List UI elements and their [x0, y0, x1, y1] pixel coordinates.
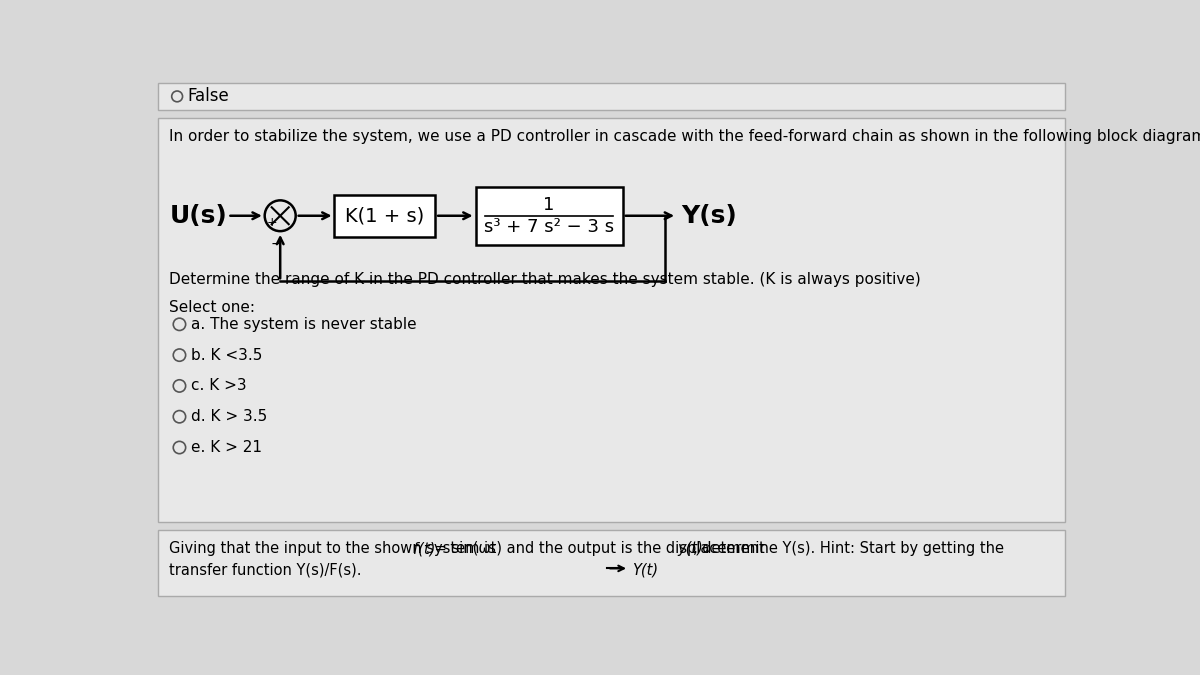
Text: Select one:: Select one:: [169, 300, 256, 315]
Text: Determine the range of K in the PD controller that makes the system stable. (K i: Determine the range of K in the PD contr…: [169, 272, 922, 287]
Circle shape: [173, 349, 186, 361]
Circle shape: [265, 200, 295, 231]
Bar: [157, 83, 1064, 110]
Bar: [157, 530, 1064, 596]
Text: = sin(ωt) and the output is the displacement: = sin(ωt) and the output is the displace…: [430, 541, 769, 556]
Text: Y(t): Y(t): [632, 562, 658, 577]
Text: +: +: [268, 216, 277, 229]
Circle shape: [173, 318, 186, 331]
Text: d. K > 3.5: d. K > 3.5: [191, 409, 268, 424]
Text: Y(s): Y(s): [680, 204, 737, 227]
Text: b. K <3.5: b. K <3.5: [191, 348, 263, 362]
Circle shape: [172, 91, 182, 102]
Text: a. The system is never stable: a. The system is never stable: [191, 317, 416, 332]
Bar: [335, 194, 436, 237]
Text: f(t): f(t): [414, 541, 436, 556]
Text: In order to stabilize the system, we use a PD controller in cascade with the fee: In order to stabilize the system, we use…: [169, 129, 1200, 144]
Circle shape: [173, 441, 186, 454]
Text: c. K >3: c. K >3: [191, 379, 247, 394]
Text: Giving that the input to the shown system is: Giving that the input to the shown syste…: [169, 541, 500, 556]
Bar: [475, 187, 623, 244]
Text: K(1 + s): K(1 + s): [346, 207, 425, 225]
Text: −: −: [270, 236, 282, 250]
Text: False: False: [187, 87, 229, 105]
Circle shape: [173, 410, 186, 423]
Text: e. K > 21: e. K > 21: [191, 440, 262, 455]
Text: , determine Y(s). Hint: Start by getting the: , determine Y(s). Hint: Start by getting…: [694, 541, 1004, 556]
Bar: [157, 118, 1064, 522]
Text: U(s): U(s): [169, 204, 227, 227]
Text: y(t): y(t): [677, 541, 703, 556]
Text: 1: 1: [544, 196, 554, 214]
Circle shape: [173, 380, 186, 392]
Text: transfer function Y(s)/F(s).: transfer function Y(s)/F(s).: [169, 562, 362, 577]
Text: s³ + 7 s² − 3 s: s³ + 7 s² − 3 s: [484, 218, 614, 236]
